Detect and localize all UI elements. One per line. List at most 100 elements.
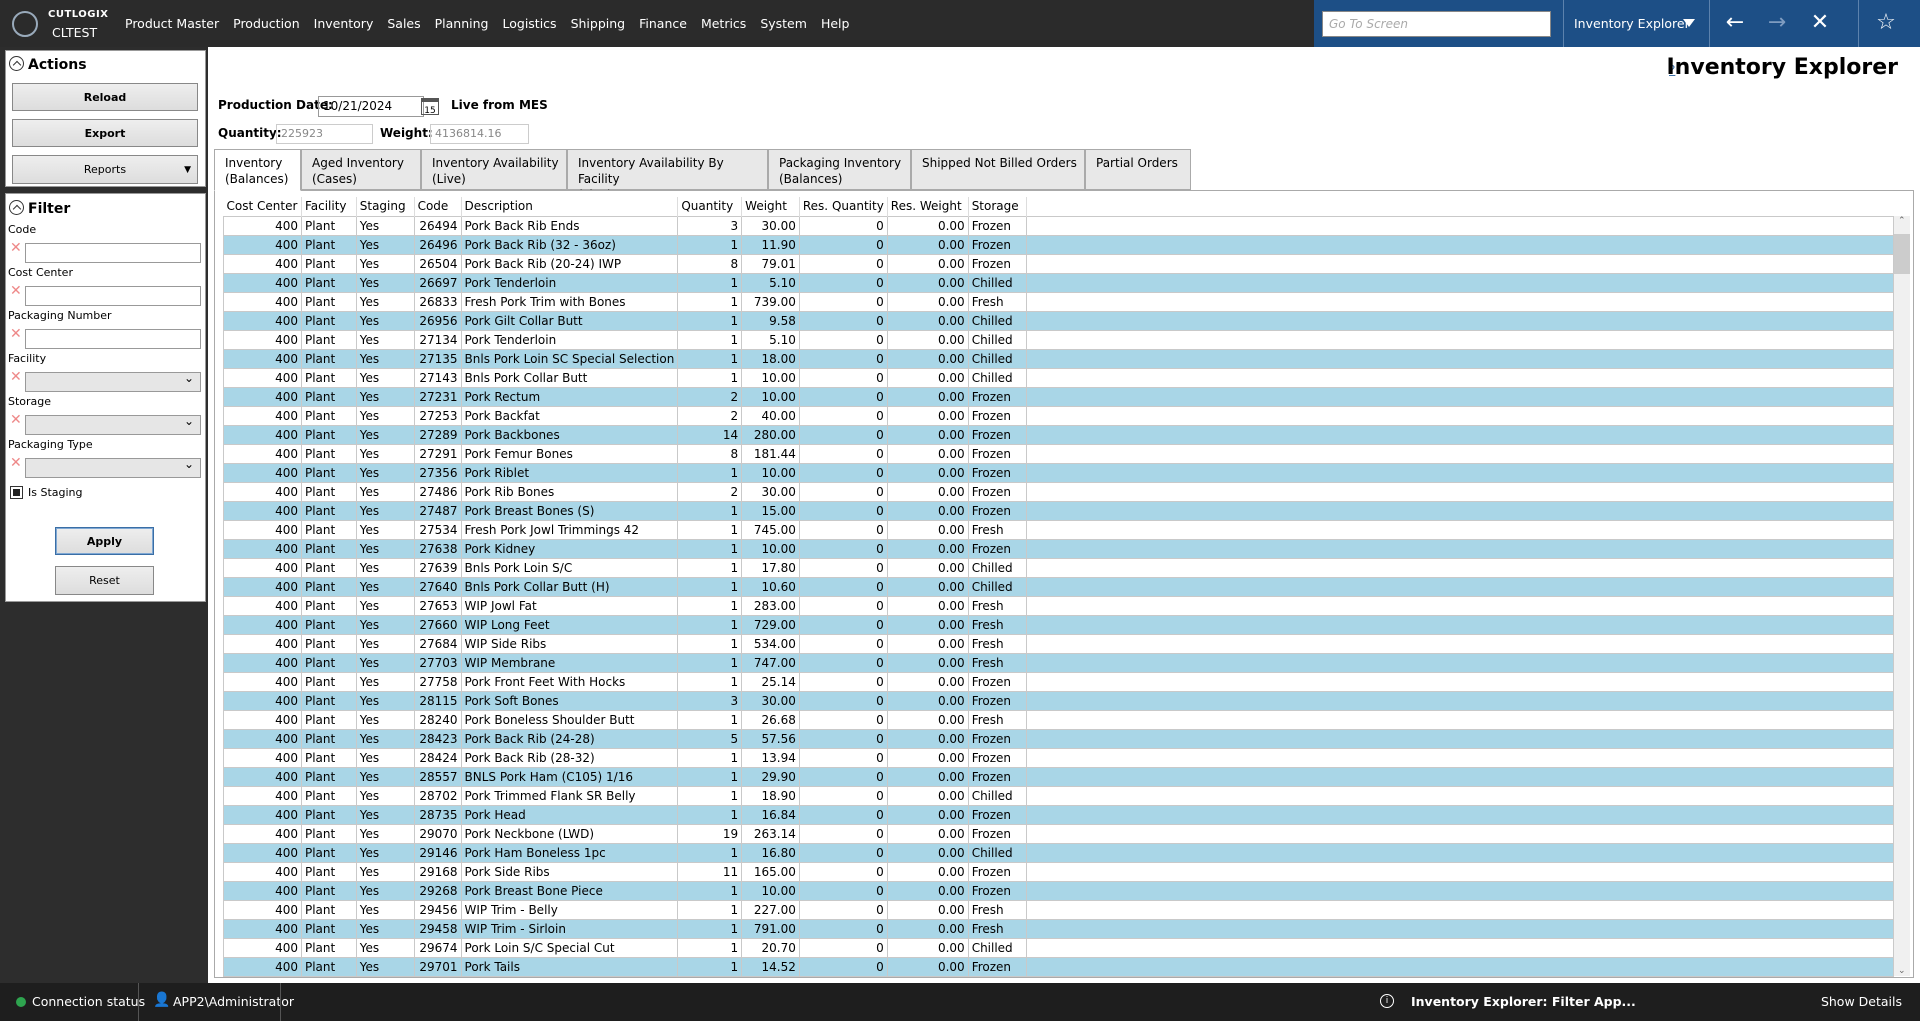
clear-icon[interactable]: ✕: [10, 240, 22, 256]
apply-button[interactable]: Apply: [55, 527, 154, 555]
tab[interactable]: Packaging Inventory (Balances): [768, 149, 911, 190]
table-row[interactable]: 400 Plant Yes 27653 WIP Jowl Fat 1 283.00 0 0.00…: [223, 595, 1894, 616]
table-row[interactable]: 400 Plant Yes 27638 Pork Kidney 1 10.00 0 0.00 Fr…: [223, 538, 1894, 559]
clear-icon[interactable]: ✕: [10, 369, 22, 385]
status-message[interactable]: Inventory Explorer: Filter App...: [1411, 994, 1636, 1009]
reports-button[interactable]: Reports ▼: [12, 155, 198, 184]
tab[interactable]: Aged Inventory (Cases): [301, 149, 421, 190]
column-header[interactable]: Storage: [968, 197, 1027, 216]
tab[interactable]: Partial Orders: [1085, 149, 1191, 190]
menu-item[interactable]: Production: [233, 16, 300, 31]
reset-button[interactable]: Reset: [55, 566, 154, 595]
menu-item[interactable]: Inventory: [313, 16, 374, 31]
table-row[interactable]: 400 Plant Yes 29674 Pork Loin S/C Special Cu…: [223, 937, 1894, 958]
connection-status[interactable]: Connection status: [32, 994, 146, 1009]
filter-input[interactable]: [25, 329, 201, 349]
menu-item[interactable]: Planning: [434, 16, 489, 31]
column-header[interactable]: Cost Center: [223, 197, 302, 216]
table-row[interactable]: 400 Plant Yes 27684 WIP Side Ribs 1 534.00 0 0.0…: [223, 633, 1894, 654]
clear-icon[interactable]: ✕: [10, 326, 22, 342]
table-row[interactable]: 400 Plant Yes 29168 Pork Side Ribs 11 165.00 0 0…: [223, 861, 1894, 882]
table-row[interactable]: 400 Plant Yes 27534 Fresh Pork Jowl Trimming…: [223, 519, 1894, 540]
clear-icon[interactable]: ✕: [10, 412, 22, 428]
column-header[interactable]: Staging: [356, 197, 415, 216]
table-row[interactable]: 400 Plant Yes 27253 Pork Backfat 2 40.00 0 0.00 F…: [223, 405, 1894, 426]
table-row[interactable]: 400 Plant Yes 27487 Pork Breast Bones (S) 1 15…: [223, 500, 1894, 521]
menu-item[interactable]: Shipping: [570, 16, 626, 31]
menu-item[interactable]: Logistics: [502, 16, 557, 31]
table-row[interactable]: 400 Plant Yes 27703 WIP Membrane 1 747.00 0 0.00…: [223, 652, 1894, 673]
filter-header[interactable]: Filter: [9, 200, 70, 217]
table-row[interactable]: 400 Plant Yes 29268 Pork Breast Bone Piece 1 1…: [223, 880, 1894, 901]
column-header[interactable]: Res. Quantity: [799, 197, 888, 216]
tab[interactable]: Inventory Availability (Live): [421, 149, 567, 190]
table-row[interactable]: 400 Plant Yes 29458 WIP Trim - Sirloin 1 791.0…: [223, 918, 1894, 939]
forward-button[interactable]: →: [1767, 10, 1787, 35]
menu-item[interactable]: Metrics: [700, 16, 747, 31]
table-row[interactable]: 400 Plant Yes 28557 BNLS Pork Ham (C105) 1/1…: [223, 766, 1894, 787]
table-row[interactable]: 400 Plant Yes 26496 Pork Back Rib (32 - 36oz…: [223, 234, 1894, 255]
column-header[interactable]: Description: [461, 197, 679, 216]
help-link[interactable]: ?: [1669, 63, 1676, 77]
column-header[interactable]: Quantity: [677, 197, 743, 216]
reload-button[interactable]: Reload: [12, 83, 198, 111]
calendar-button[interactable]: 15: [421, 98, 439, 116]
checkbox[interactable]: [10, 486, 23, 499]
table-row[interactable]: 400 Plant Yes 29070 Pork Neckbone (LWD) 19 263…: [223, 823, 1894, 844]
table-row[interactable]: 400 Plant Yes 28702 Pork Trimmed Flank SR Be…: [223, 785, 1894, 806]
table-row[interactable]: 400 Plant Yes 26494 Pork Back Rib Ends 3 30.00…: [223, 215, 1894, 236]
table-row[interactable]: 400 Plant Yes 26697 Pork Tenderloin 1 5.10 0 0.0…: [223, 272, 1894, 293]
export-button[interactable]: Export: [12, 119, 198, 147]
tab[interactable]: Inventory (Balances): [214, 149, 301, 191]
screen-selector[interactable]: Inventory Explorer: [1563, 0, 1710, 47]
table-row[interactable]: 400 Plant Yes 27640 Bnls Pork Collar Butt (H…: [223, 576, 1894, 597]
menu-item[interactable]: Help: [820, 16, 850, 31]
table-row[interactable]: 400 Plant Yes 26833 Fresh Pork Trim with Bon…: [223, 291, 1894, 312]
table-row[interactable]: 400 Plant Yes 28115 Pork Soft Bones 3 30.00 0 0.…: [223, 690, 1894, 711]
table-row[interactable]: 400 Plant Yes 28240 Pork Boneless Shoulder B…: [223, 709, 1894, 730]
production-date-input[interactable]: 10/21/2024: [318, 96, 424, 117]
table-row[interactable]: 400 Plant Yes 27486 Pork Rib Bones 2 30.00 0 0.0…: [223, 481, 1894, 502]
table-row[interactable]: 400 Plant Yes 27231 Pork Rectum 2 10.00 0 0.00 Fr…: [223, 386, 1894, 407]
table-row[interactable]: 400 Plant Yes 26956 Pork Gilt Collar Butt 1 9.…: [223, 310, 1894, 331]
table-row[interactable]: 400 Plant Yes 27289 Pork Backbones 14 280.00 0 0…: [223, 424, 1894, 445]
filter-combo[interactable]: [25, 371, 201, 392]
column-header[interactable]: Res. Weight: [887, 197, 969, 216]
table-row[interactable]: 400 Plant Yes 29456 WIP Trim - Belly 1 227.00 0…: [223, 899, 1894, 920]
menu-item[interactable]: Product Master: [125, 16, 220, 31]
scroll-thumb[interactable]: [1894, 234, 1910, 274]
filter-input[interactable]: [25, 286, 201, 306]
clear-icon[interactable]: ✕: [10, 455, 22, 471]
actions-header[interactable]: Actions: [9, 56, 87, 73]
table-row[interactable]: 400 Plant Yes 26504 Pork Back Rib (20-24) IW…: [223, 253, 1894, 274]
menu-item[interactable]: System: [760, 16, 807, 31]
table-row[interactable]: 400 Plant Yes 28424 Pork Back Rib (28-32) 1 13…: [223, 747, 1894, 768]
table-row[interactable]: 400 Plant Yes 29701 Pork Tails 1 14.52 0 0.00 Fro…: [223, 956, 1894, 977]
logo-icon[interactable]: [12, 11, 38, 37]
scroll-up[interactable]: ⌃: [1898, 216, 1906, 226]
clear-icon[interactable]: ✕: [10, 283, 22, 299]
logo[interactable]: CUTLOGIX: [48, 9, 109, 20]
filter-combo[interactable]: [25, 414, 201, 435]
menu-item[interactable]: Finance: [639, 16, 687, 31]
close-button[interactable]: ✕: [1810, 10, 1830, 35]
user[interactable]: APP2\Administrator: [173, 994, 295, 1009]
go-to-screen[interactable]: Go To Screen: [1322, 11, 1551, 37]
scrollbar[interactable]: ⌃ ⌄: [1894, 216, 1910, 976]
column-header[interactable]: Code: [414, 197, 462, 216]
tab[interactable]: Shipped Not Billed Orders: [911, 149, 1085, 190]
table-row[interactable]: 400 Plant Yes 27356 Pork Riblet 1 10.00 0 0.00 Fr…: [223, 462, 1894, 483]
favorite-button[interactable]: ☆: [1876, 10, 1896, 35]
table-row[interactable]: 400 Plant Yes 27134 Pork Tenderloin 1 5.10 0 0.0…: [223, 329, 1894, 350]
table-row[interactable]: 400 Plant Yes 28423 Pork Back Rib (24-28) 5 57…: [223, 728, 1894, 749]
table-row[interactable]: 400 Plant Yes 27291 Pork Femur Bones 8 181.44 0…: [223, 443, 1894, 464]
table-row[interactable]: 400 Plant Yes 27660 WIP Long Feet 1 729.00 0 0.0…: [223, 614, 1894, 635]
tab[interactable]: Inventory Availability By Facility(Live): [567, 149, 768, 202]
table-row[interactable]: 400 Plant Yes 29146 Pork Ham Boneless 1pc 1 16…: [223, 842, 1894, 863]
filter-input[interactable]: [25, 243, 201, 263]
table-row[interactable]: 400 Plant Yes 27639 Bnls Pork Loin S/C 1 17.80…: [223, 557, 1894, 578]
filter-combo[interactable]: [25, 457, 201, 478]
column-header[interactable]: Weight: [741, 197, 800, 216]
table-row[interactable]: 400 Plant Yes 27758 Pork Front Feet With Hoc…: [223, 671, 1894, 692]
table-row[interactable]: 400 Plant Yes 27143 Bnls Pork Collar Butt 1 10…: [223, 367, 1894, 388]
